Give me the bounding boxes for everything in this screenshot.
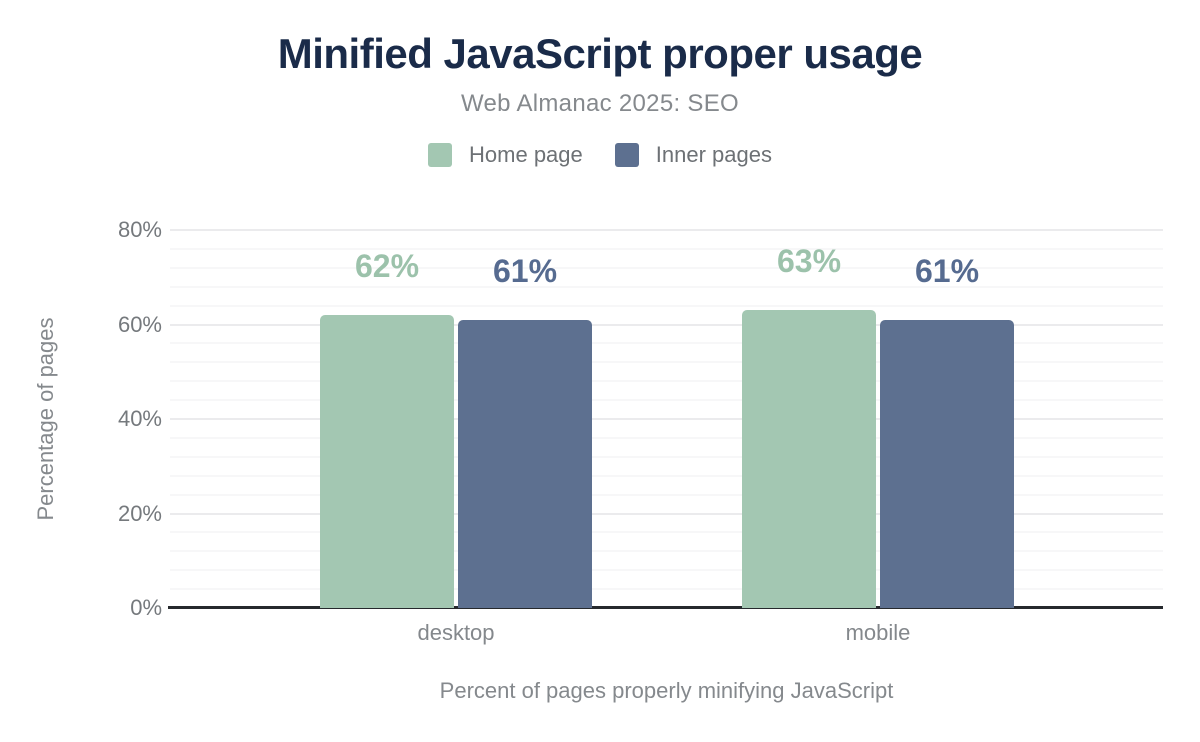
gridline-minor [170, 285, 1163, 288]
x-category-label-mobile: mobile [845, 620, 911, 645]
bar-value-label-home-page-desktop: 62% [354, 248, 420, 285]
gridline-minor [170, 342, 1163, 345]
chart-legend: Home page Inner pages [0, 142, 1200, 168]
legend-swatch-home-page-icon [428, 143, 453, 167]
bar-inner-pages-desktop[interactable] [458, 319, 592, 608]
gridline-minor [170, 380, 1163, 383]
legend-swatch-inner-pages-icon [614, 143, 639, 167]
gridline-minor [170, 266, 1163, 269]
gridline-minor [170, 455, 1163, 458]
gridline-minor [170, 304, 1163, 307]
y-axis-title: Percentage of pages [33, 317, 58, 521]
gridline-minor [170, 247, 1163, 250]
gridline-minor [170, 531, 1163, 534]
bar-value-label-inner-pages-mobile: 61% [914, 252, 980, 289]
chart-title: Minified JavaScript proper usage [277, 30, 923, 77]
bar-home-page-desktop[interactable] [320, 315, 454, 608]
bar-value-label-home-page-mobile: 63% [776, 243, 842, 280]
y-tick-label: 20% [117, 500, 162, 526]
gridline-major [170, 418, 1163, 420]
gridline-minor [170, 399, 1163, 402]
gridline-minor [170, 436, 1163, 439]
y-tick-label: 80% [117, 217, 162, 242]
bar-home-page-mobile[interactable] [742, 310, 876, 608]
gridline-minor [170, 493, 1163, 496]
gridline-minor [170, 588, 1163, 591]
legend-item-inner-pages[interactable]: Inner pages [614, 142, 772, 168]
gridline-major [170, 229, 1163, 231]
y-tick-label: 0% [130, 595, 162, 620]
gridline-minor [170, 474, 1163, 477]
legend-label-home-page: Home page [469, 142, 583, 167]
y-tick-label: 40% [117, 406, 162, 431]
chart-subtitle: Web Almanac 2025: SEO [460, 90, 739, 117]
gridline-minor [170, 361, 1163, 364]
x-axis-line [168, 606, 1163, 609]
gridline-major [170, 512, 1163, 515]
gridline-major [170, 323, 1163, 326]
bar-inner-pages-mobile[interactable] [880, 319, 1014, 608]
gridline-minor [170, 569, 1163, 572]
y-tick-label: 60% [117, 311, 162, 337]
x-axis-caption: Percent of pages properly minifying Java… [439, 678, 894, 703]
x-category-label-desktop: desktop [417, 620, 495, 645]
legend-label-inner-pages: Inner pages [655, 142, 772, 167]
bar-value-label-inner-pages-desktop: 61% [492, 252, 558, 289]
gridline-minor [170, 550, 1163, 553]
legend-item-home-page[interactable]: Home page [428, 142, 583, 168]
